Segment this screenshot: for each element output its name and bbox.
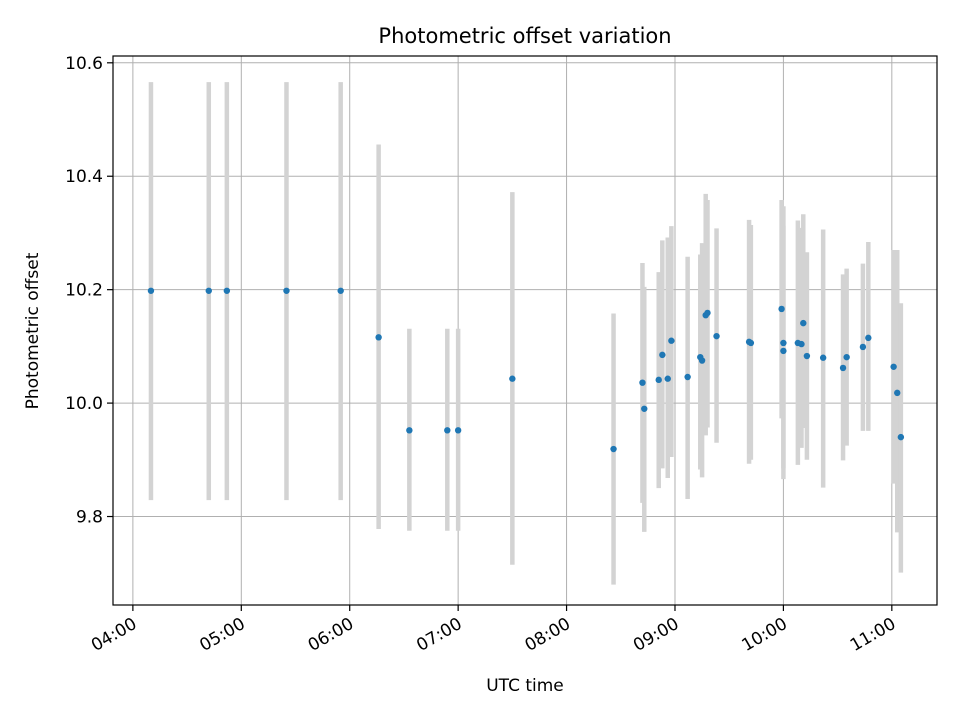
data-point	[639, 379, 646, 386]
data-point	[713, 332, 720, 340]
data-point	[780, 339, 787, 347]
data-point	[684, 373, 691, 381]
data-point	[780, 347, 787, 355]
data-point	[747, 339, 755, 347]
data-point	[798, 340, 805, 348]
y-axis-ticks: 9.8 10.0 10.2 10.4 10.6	[65, 54, 113, 528]
data-point	[819, 354, 827, 361]
data-point	[803, 352, 811, 360]
data-point	[704, 309, 711, 317]
data-point	[205, 287, 212, 294]
data-point	[843, 353, 850, 361]
data-point	[655, 376, 662, 384]
x-axis-label: UTC time	[486, 676, 564, 696]
data-point	[668, 337, 675, 344]
data-point	[375, 334, 382, 341]
data-point	[509, 375, 516, 382]
data-point	[283, 287, 290, 294]
data-point	[664, 375, 671, 382]
y-tick-label: 10.4	[65, 167, 103, 187]
data-point	[454, 427, 462, 434]
chart-title: Photometric offset variation	[378, 24, 671, 48]
data-point	[147, 287, 155, 294]
point-layer	[147, 287, 905, 453]
data-point	[659, 351, 666, 359]
data-point	[406, 427, 413, 434]
y-tick-label: 9.8	[76, 508, 103, 528]
data-point	[800, 319, 807, 327]
data-point	[890, 363, 897, 370]
y-tick-label: 10.0	[65, 394, 103, 414]
data-point	[610, 445, 617, 453]
data-point	[897, 433, 905, 441]
plot-frame	[112, 55, 938, 606]
data-point	[698, 357, 706, 364]
data-point	[223, 287, 231, 294]
data-point	[859, 343, 867, 351]
data-point	[444, 427, 451, 434]
data-point	[839, 364, 847, 372]
y-axis-label: Photometric offset	[23, 252, 43, 409]
data-point	[894, 389, 901, 397]
y-tick-label: 10.2	[65, 281, 103, 301]
data-point	[778, 305, 785, 313]
y-tick-label: 10.6	[65, 54, 103, 74]
data-point	[337, 287, 344, 294]
data-point	[865, 334, 872, 342]
data-point	[641, 405, 648, 412]
